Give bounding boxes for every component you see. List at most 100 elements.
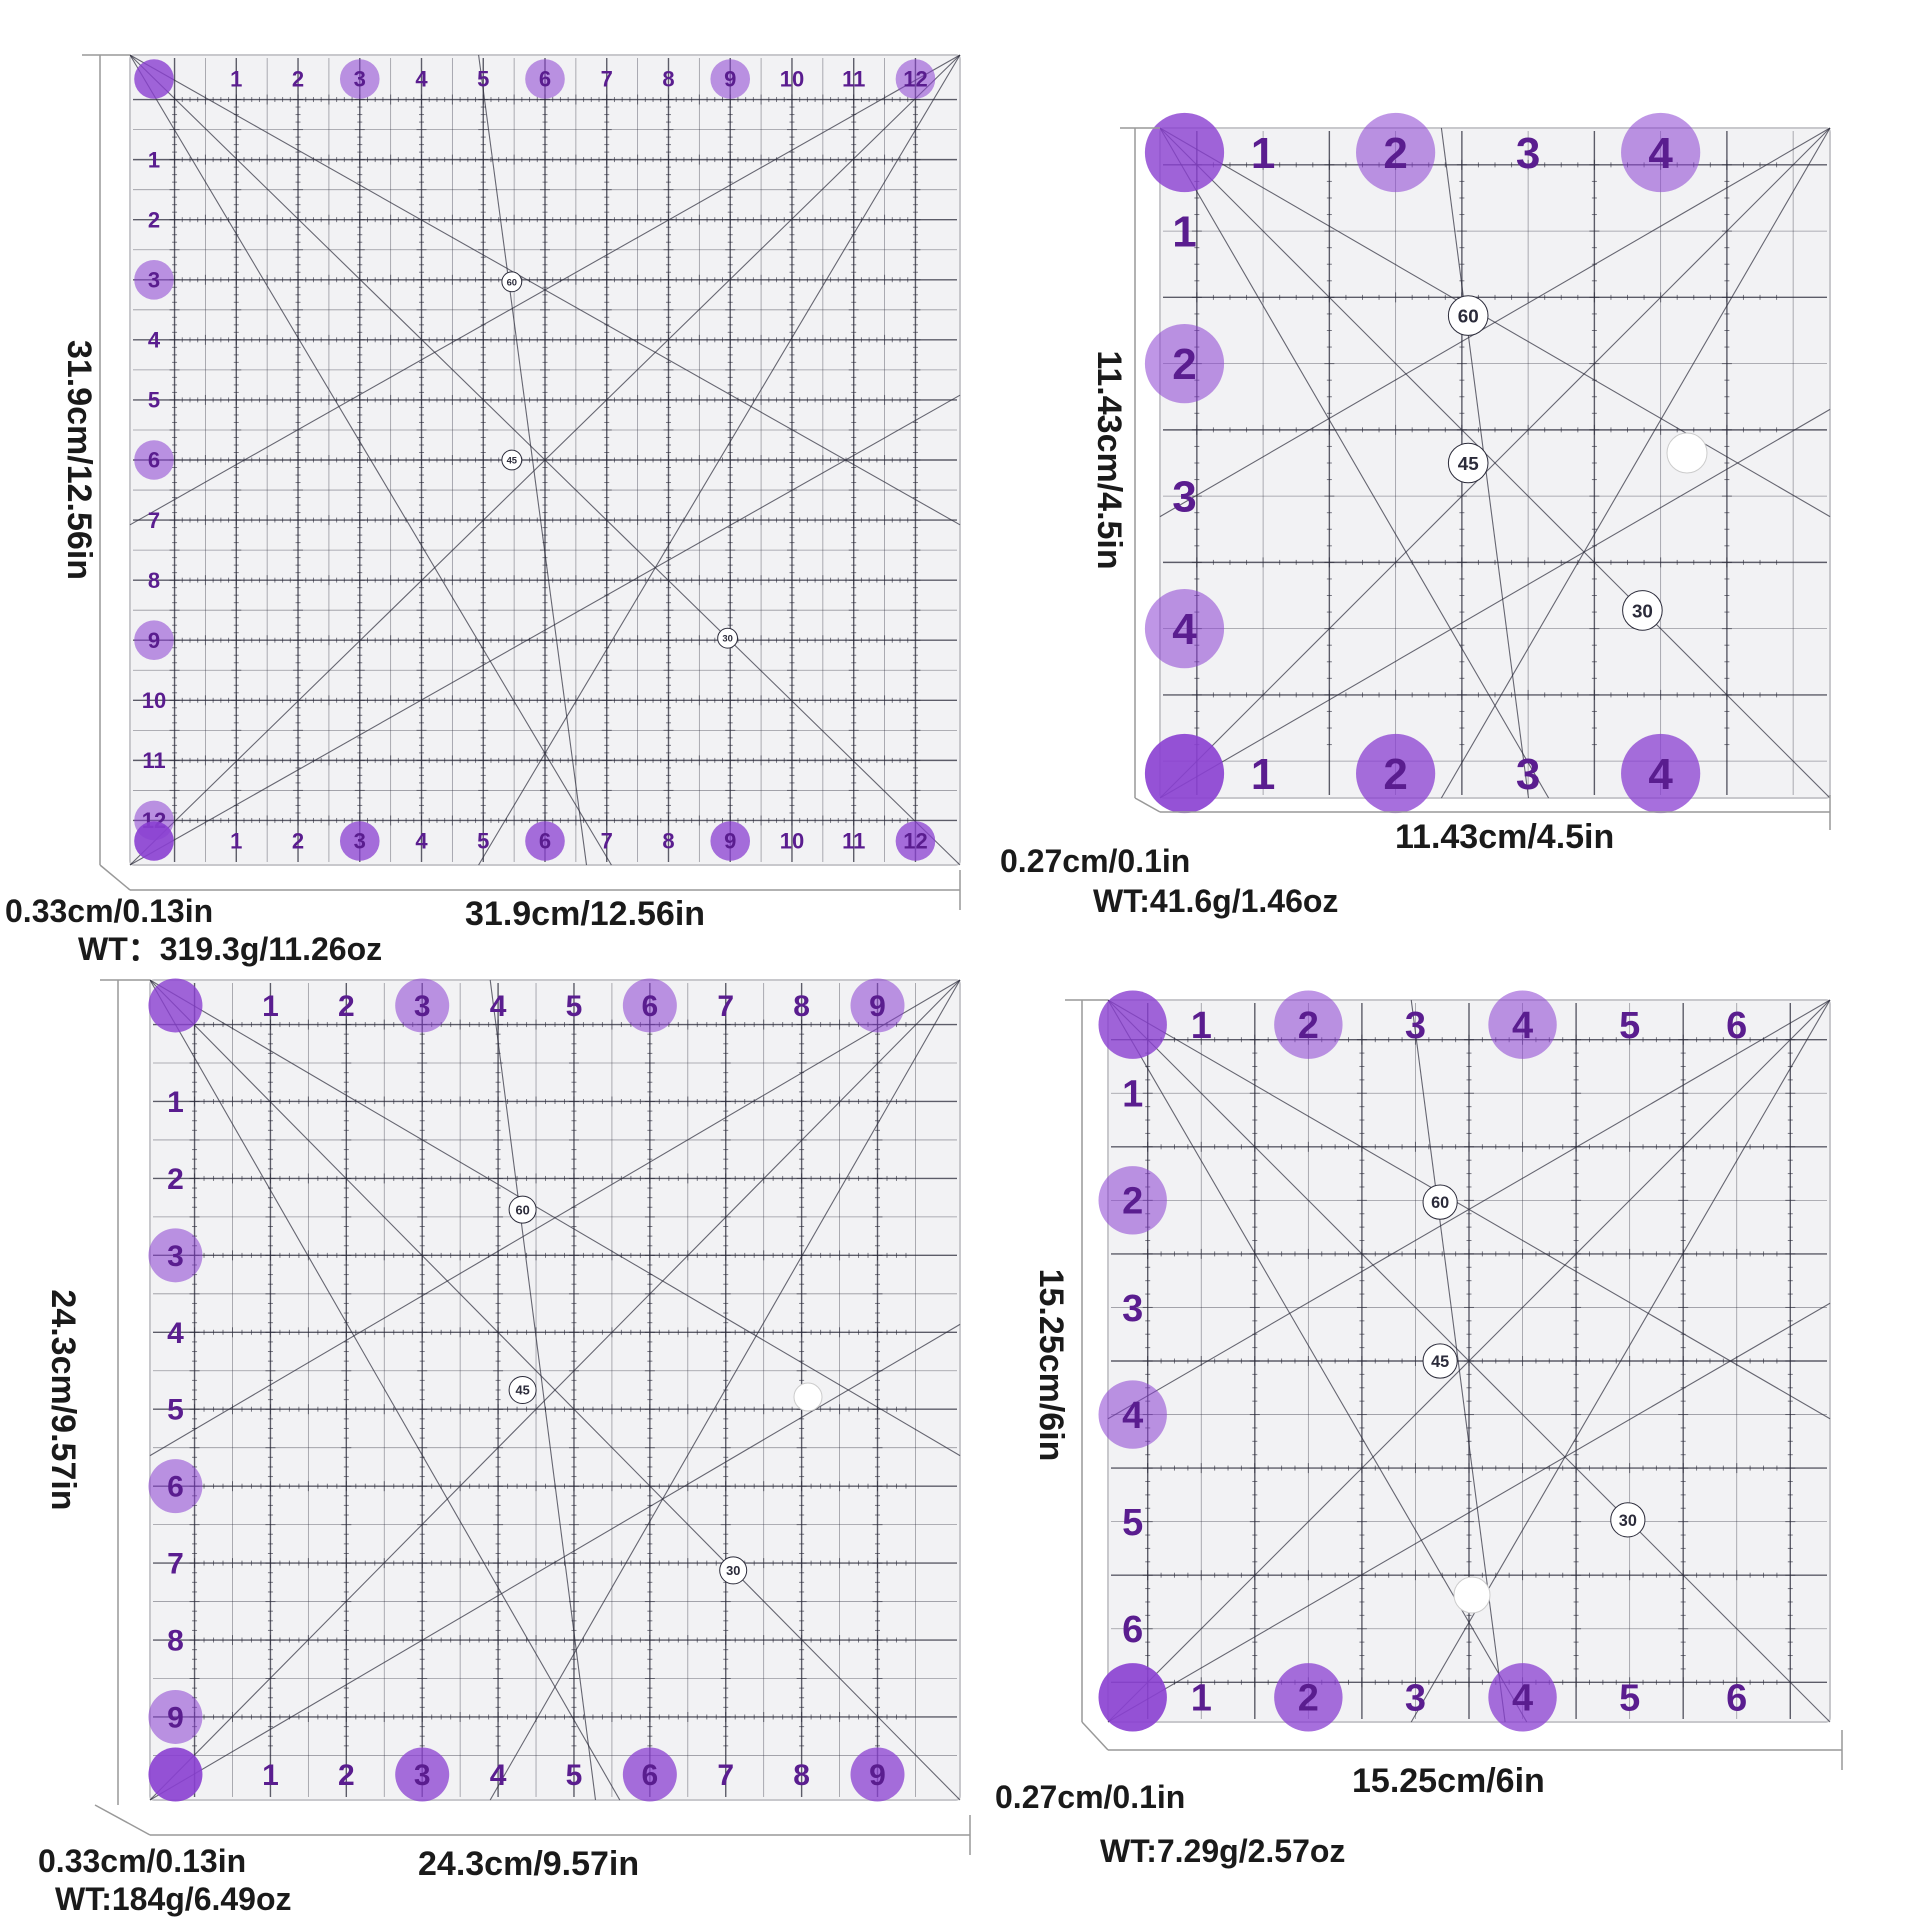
ruler-marker-dot xyxy=(850,1747,905,1802)
ruler-number: 8 xyxy=(167,1625,184,1658)
ruler-marker-dot xyxy=(1144,324,1225,404)
ruler-number: 1 xyxy=(1251,129,1275,178)
ruler-12in-weight-label: WT：319.3g/11.26oz xyxy=(78,931,382,967)
ruler-4-5in-width-label: 11.43cm/4.5in xyxy=(1395,818,1614,856)
angle-badge xyxy=(717,627,738,649)
ruler-marker-dot xyxy=(134,620,174,661)
ruler-number: 10 xyxy=(780,67,804,92)
angle-badge xyxy=(1622,590,1663,631)
ruler-4-5in-panel: 1 1 1 2 2 2 3 3 3 4 4 4 60 45 30 11.43cm/4.5in 11.43c… xyxy=(1000,112,1831,919)
ruler-number: 3 xyxy=(1516,129,1540,178)
ruler-number: 4 xyxy=(415,67,428,92)
ruler-number: 5 xyxy=(477,829,489,854)
ruler-marker-dot xyxy=(134,59,174,99)
ruler-number: 8 xyxy=(793,1759,810,1792)
ruler-9-5in-width-label: 24.3cm/9.57in xyxy=(418,1845,639,1883)
ruler-marker-dot xyxy=(710,821,751,861)
diagonal-guide-line xyxy=(129,54,961,526)
ruler-number: 4 xyxy=(1648,129,1673,178)
ruler-12in-width-label: 31.9cm/12.56in xyxy=(465,895,705,933)
ruler-number: 2 xyxy=(148,207,160,232)
ruler-marker-dot xyxy=(148,1689,203,1744)
ruler-marker-dot xyxy=(1621,112,1701,193)
ruler-marker-dot xyxy=(148,1459,203,1514)
ruler-marker-dot xyxy=(1144,112,1225,193)
diagonal-guide-line xyxy=(149,979,961,1457)
ruler-marker-dot xyxy=(1144,733,1225,814)
ruler-4-5in-grid xyxy=(1163,131,1827,795)
ruler-number: 4 xyxy=(490,990,507,1023)
ruler-marker-dot xyxy=(710,59,751,99)
ruler-number: 12 xyxy=(903,67,927,92)
ruler-number: 7 xyxy=(601,829,613,854)
ruler-number: 3 xyxy=(414,1759,431,1792)
ruler-number: 2 xyxy=(167,1163,184,1196)
ruler-marker-dot xyxy=(1144,589,1225,669)
ruler-number: 7 xyxy=(167,1548,184,1581)
ruler-number: 1 xyxy=(230,829,242,854)
ruler-number: 5 xyxy=(566,1759,583,1792)
ruler-number: 9 xyxy=(724,829,736,854)
diagonal-guide-line xyxy=(129,54,612,866)
diagonal-guide-line xyxy=(129,394,961,866)
ruler-number: 5 xyxy=(148,388,160,413)
ruler-number: 9 xyxy=(148,628,160,653)
ruler-number: 4 xyxy=(1172,605,1197,654)
ruler-number: 3 xyxy=(1516,750,1540,799)
ruler-9-5in-thickness-label: 0.33cm/0.13in xyxy=(38,1843,246,1879)
angle-badge xyxy=(501,449,523,471)
angle-badge-label: 60 xyxy=(1458,306,1479,327)
ruler-number: 7 xyxy=(717,990,734,1023)
diagonal-guide-line xyxy=(478,54,588,866)
ruler-4-5in-thickness-label: 0.27cm/0.1in xyxy=(1000,843,1190,879)
ruler-number: 2 xyxy=(338,1759,355,1792)
ruler-number: 8 xyxy=(148,568,160,593)
angle-badge xyxy=(501,271,523,293)
ruler-number: 9 xyxy=(869,1759,886,1792)
ruler-number: 3 xyxy=(354,67,366,92)
ruler-12in-angle-badges: 60 45 30 xyxy=(501,271,738,649)
ruler-number: 11 xyxy=(842,829,865,854)
ruler-marker-dot xyxy=(395,1747,450,1802)
ruler-number: 3 xyxy=(354,829,366,854)
ruler-marker-dot xyxy=(622,1747,677,1802)
diagonal-guide-line xyxy=(489,979,597,1801)
ruler-marker-dot xyxy=(525,59,565,99)
diagonal-guide-line xyxy=(1159,408,1831,799)
ruler-12in-panel: 1112223334445556667778889991010101111111… xyxy=(5,54,961,967)
ruler-marker-dot xyxy=(134,440,174,480)
diagonal-guide-line xyxy=(149,979,961,1801)
ruler-4-5in-height-label: 11.43cm/4.5in xyxy=(1090,350,1128,569)
ruler-number: 8 xyxy=(662,829,674,854)
ruler-4-5in-numbers: 1 1 1 2 2 2 3 3 3 4 4 4 xyxy=(1144,112,1701,814)
ruler-marker-dot xyxy=(339,821,380,861)
ruler-number: 1 xyxy=(167,1086,184,1119)
angle-badge-label: 45 xyxy=(507,454,517,465)
ruler-9-5in-diagonals xyxy=(149,979,961,1801)
angle-badge-label: 30 xyxy=(722,633,732,644)
ruler-6in-grid xyxy=(1111,1003,1827,1719)
ruler-number: 8 xyxy=(793,990,810,1023)
diagonal-guide-line xyxy=(478,54,961,866)
ruler-number: 7 xyxy=(717,1759,734,1792)
ruler-12in-numbers: 1112223334445556667778889991010101111111… xyxy=(134,59,936,861)
ruler-number: 11 xyxy=(842,67,865,92)
ruler-number: 7 xyxy=(148,508,160,533)
ruler-marker-dot xyxy=(148,1228,203,1283)
diagonal-guide-line xyxy=(1440,127,1831,799)
ruler-number: 1 xyxy=(148,147,160,172)
dimension-line xyxy=(94,1804,151,1836)
ruler-number: 10 xyxy=(780,829,804,854)
ruler-number: 11 xyxy=(142,748,165,773)
ruler-number: 3 xyxy=(414,990,431,1023)
ruler-9-5in-weight-label: WT:184g/6.49oz xyxy=(55,1881,292,1917)
ruler-number: 4 xyxy=(148,328,161,353)
ruler-number: 6 xyxy=(167,1471,184,1504)
diagonal-guide-line xyxy=(129,54,961,866)
angle-badge-label: 45 xyxy=(1458,453,1479,474)
dimension-line xyxy=(99,864,131,891)
ruler-4-5in-diagonals xyxy=(1159,127,1831,799)
